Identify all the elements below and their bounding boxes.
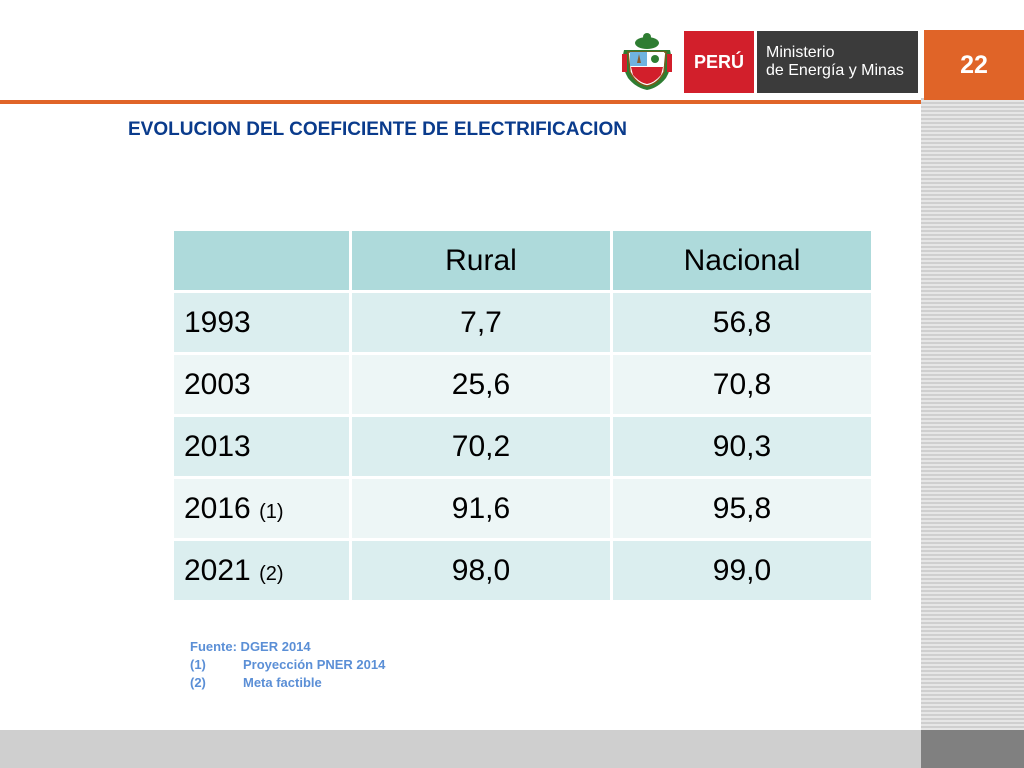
year-cell: 1993: [174, 293, 349, 352]
footnote-number: (1): [190, 657, 206, 672]
coat-of-arms-icon: [622, 33, 672, 90]
nacional-cell: 99,0: [613, 541, 871, 600]
page-title: EVOLUCION DEL COEFICIENTE DE ELECTRIFICA…: [128, 119, 627, 140]
nacional-cell: 90,3: [613, 417, 871, 476]
footnote-text: Proyección PNER 2014: [243, 657, 386, 672]
footnote-number: (2): [190, 675, 206, 690]
rural-cell: 98,0: [352, 541, 610, 600]
header-cell-rural: Rural: [352, 231, 610, 290]
table-row: 2021 (2) 98,0 99,0: [174, 541, 871, 600]
nacional-cell: 95,8: [613, 479, 871, 538]
table-row: 2016 (1) 91,6 95,8: [174, 479, 871, 538]
ministry-line2: de Energía y Minas: [766, 62, 904, 79]
ministry-logo-block: Ministerio de Energía y Minas: [757, 31, 918, 93]
year-value: 2016: [184, 491, 251, 525]
slide-number: 22: [924, 30, 1024, 100]
footnote-item: (1) Proyección PNER 2014: [190, 656, 385, 674]
footnote-text: Meta factible: [243, 675, 322, 690]
year-value: 2013: [184, 429, 251, 463]
footnote-item: (2) Meta factible: [190, 674, 385, 692]
rural-cell: 7,7: [352, 293, 610, 352]
rural-cell: 25,6: [352, 355, 610, 414]
footer-corner: [921, 730, 1024, 768]
header-cell-nacional: Nacional: [613, 231, 871, 290]
peru-logo-block: PERÚ: [684, 31, 754, 93]
table-row: 2003 25,6 70,8: [174, 355, 871, 414]
year-cell: 2021 (2): [174, 541, 349, 600]
year-value: 1993: [184, 305, 251, 339]
footnotes: Fuente: DGER 2014 (1) Proyección PNER 20…: [190, 638, 385, 692]
table-row: 2013 70,2 90,3: [174, 417, 871, 476]
year-note: (2): [259, 562, 284, 585]
footer-bar: [0, 730, 921, 768]
ministry-line1: Ministerio: [766, 44, 835, 61]
rural-cell: 91,6: [352, 479, 610, 538]
electrification-table: Rural Nacional 1993 7,7 56,8 2003 25,6 7…: [171, 228, 874, 603]
year-cell: 2016 (1): [174, 479, 349, 538]
rural-cell: 70,2: [352, 417, 610, 476]
year-note: (1): [259, 500, 284, 523]
nacional-cell: 70,8: [613, 355, 871, 414]
year-value: 2021: [184, 553, 251, 587]
year-cell: 2003: [174, 355, 349, 414]
year-cell: 2013: [174, 417, 349, 476]
table-row: 1993 7,7 56,8: [174, 293, 871, 352]
nacional-cell: 56,8: [613, 293, 871, 352]
right-decorative-strip: [921, 0, 1024, 768]
source-note: Fuente: DGER 2014: [190, 639, 311, 654]
table-header-row: Rural Nacional: [174, 231, 871, 290]
header-divider: [0, 100, 921, 104]
year-value: 2003: [184, 367, 251, 401]
peru-label: PERÚ: [693, 51, 744, 72]
header-cell-empty: [174, 231, 349, 290]
